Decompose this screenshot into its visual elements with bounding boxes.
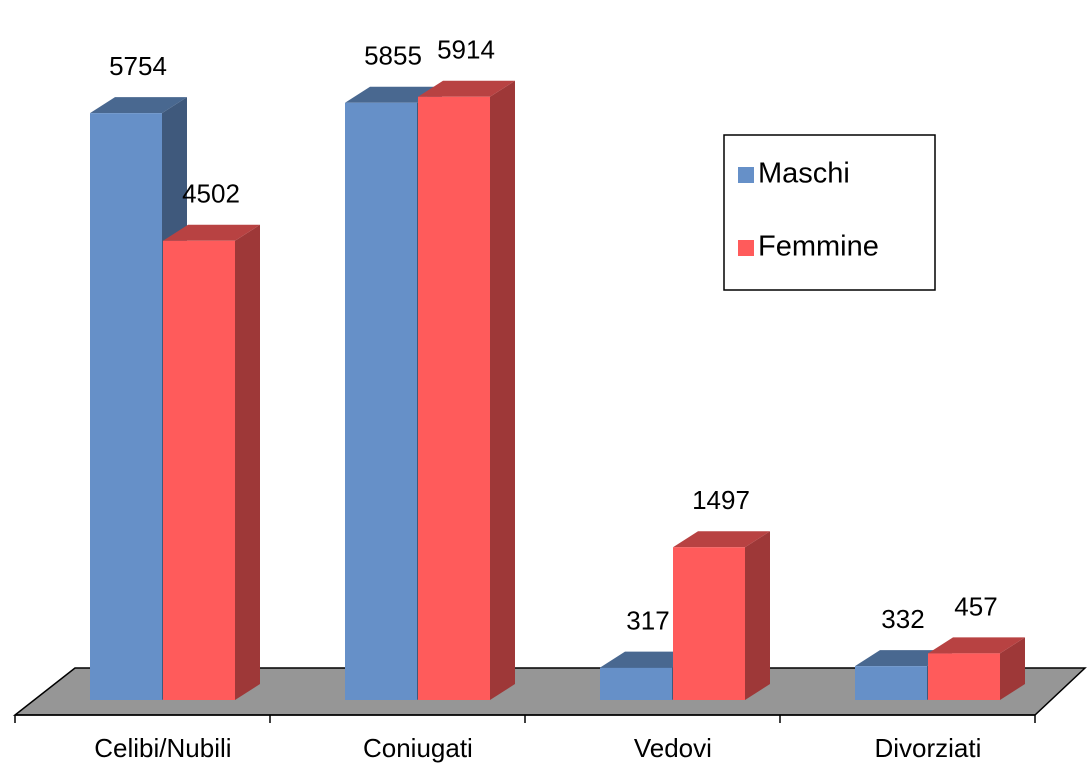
bar [418, 80, 515, 701]
bar-top [855, 650, 952, 667]
bar-front [418, 96, 490, 701]
x-tick-label: Divorziati [874, 733, 981, 763]
bar-front [345, 102, 417, 701]
bar-side [745, 531, 770, 700]
value-label: 457 [954, 591, 997, 621]
value-label: 5855 [364, 41, 422, 71]
bar-top [600, 651, 697, 668]
legend-label: Maschi [758, 158, 850, 190]
bar-top [90, 97, 187, 114]
value-label: 332 [881, 604, 924, 634]
bar-top [418, 80, 515, 97]
bar-front [855, 666, 927, 700]
bar-front [90, 113, 162, 701]
legend-box [723, 134, 936, 291]
bar-top [673, 531, 770, 548]
x-tick-label: Vedovi [634, 733, 712, 763]
value-label: 5914 [437, 35, 495, 65]
bar-front [673, 547, 745, 700]
bar-front [600, 667, 672, 700]
bar-side [1000, 637, 1025, 700]
bar [928, 637, 1025, 700]
bar-top [163, 224, 260, 241]
x-tick-label: Coniugati [363, 733, 473, 763]
legend-label: Femmine [758, 231, 879, 263]
x-tick-label: Celibi/Nubili [94, 733, 231, 763]
bar-front [928, 653, 1000, 700]
bar [673, 531, 770, 700]
legend-swatch [738, 240, 754, 256]
bar [163, 224, 260, 700]
bar-side [490, 80, 515, 701]
value-label: 4502 [182, 179, 240, 209]
value-label: 317 [626, 606, 669, 636]
legend-swatch [738, 167, 754, 183]
bar-top [928, 637, 1025, 654]
bar-side [235, 224, 260, 700]
bar-front [163, 240, 235, 700]
bar-top [345, 86, 442, 103]
value-label: 5754 [109, 51, 167, 81]
value-label: 1497 [692, 485, 750, 515]
